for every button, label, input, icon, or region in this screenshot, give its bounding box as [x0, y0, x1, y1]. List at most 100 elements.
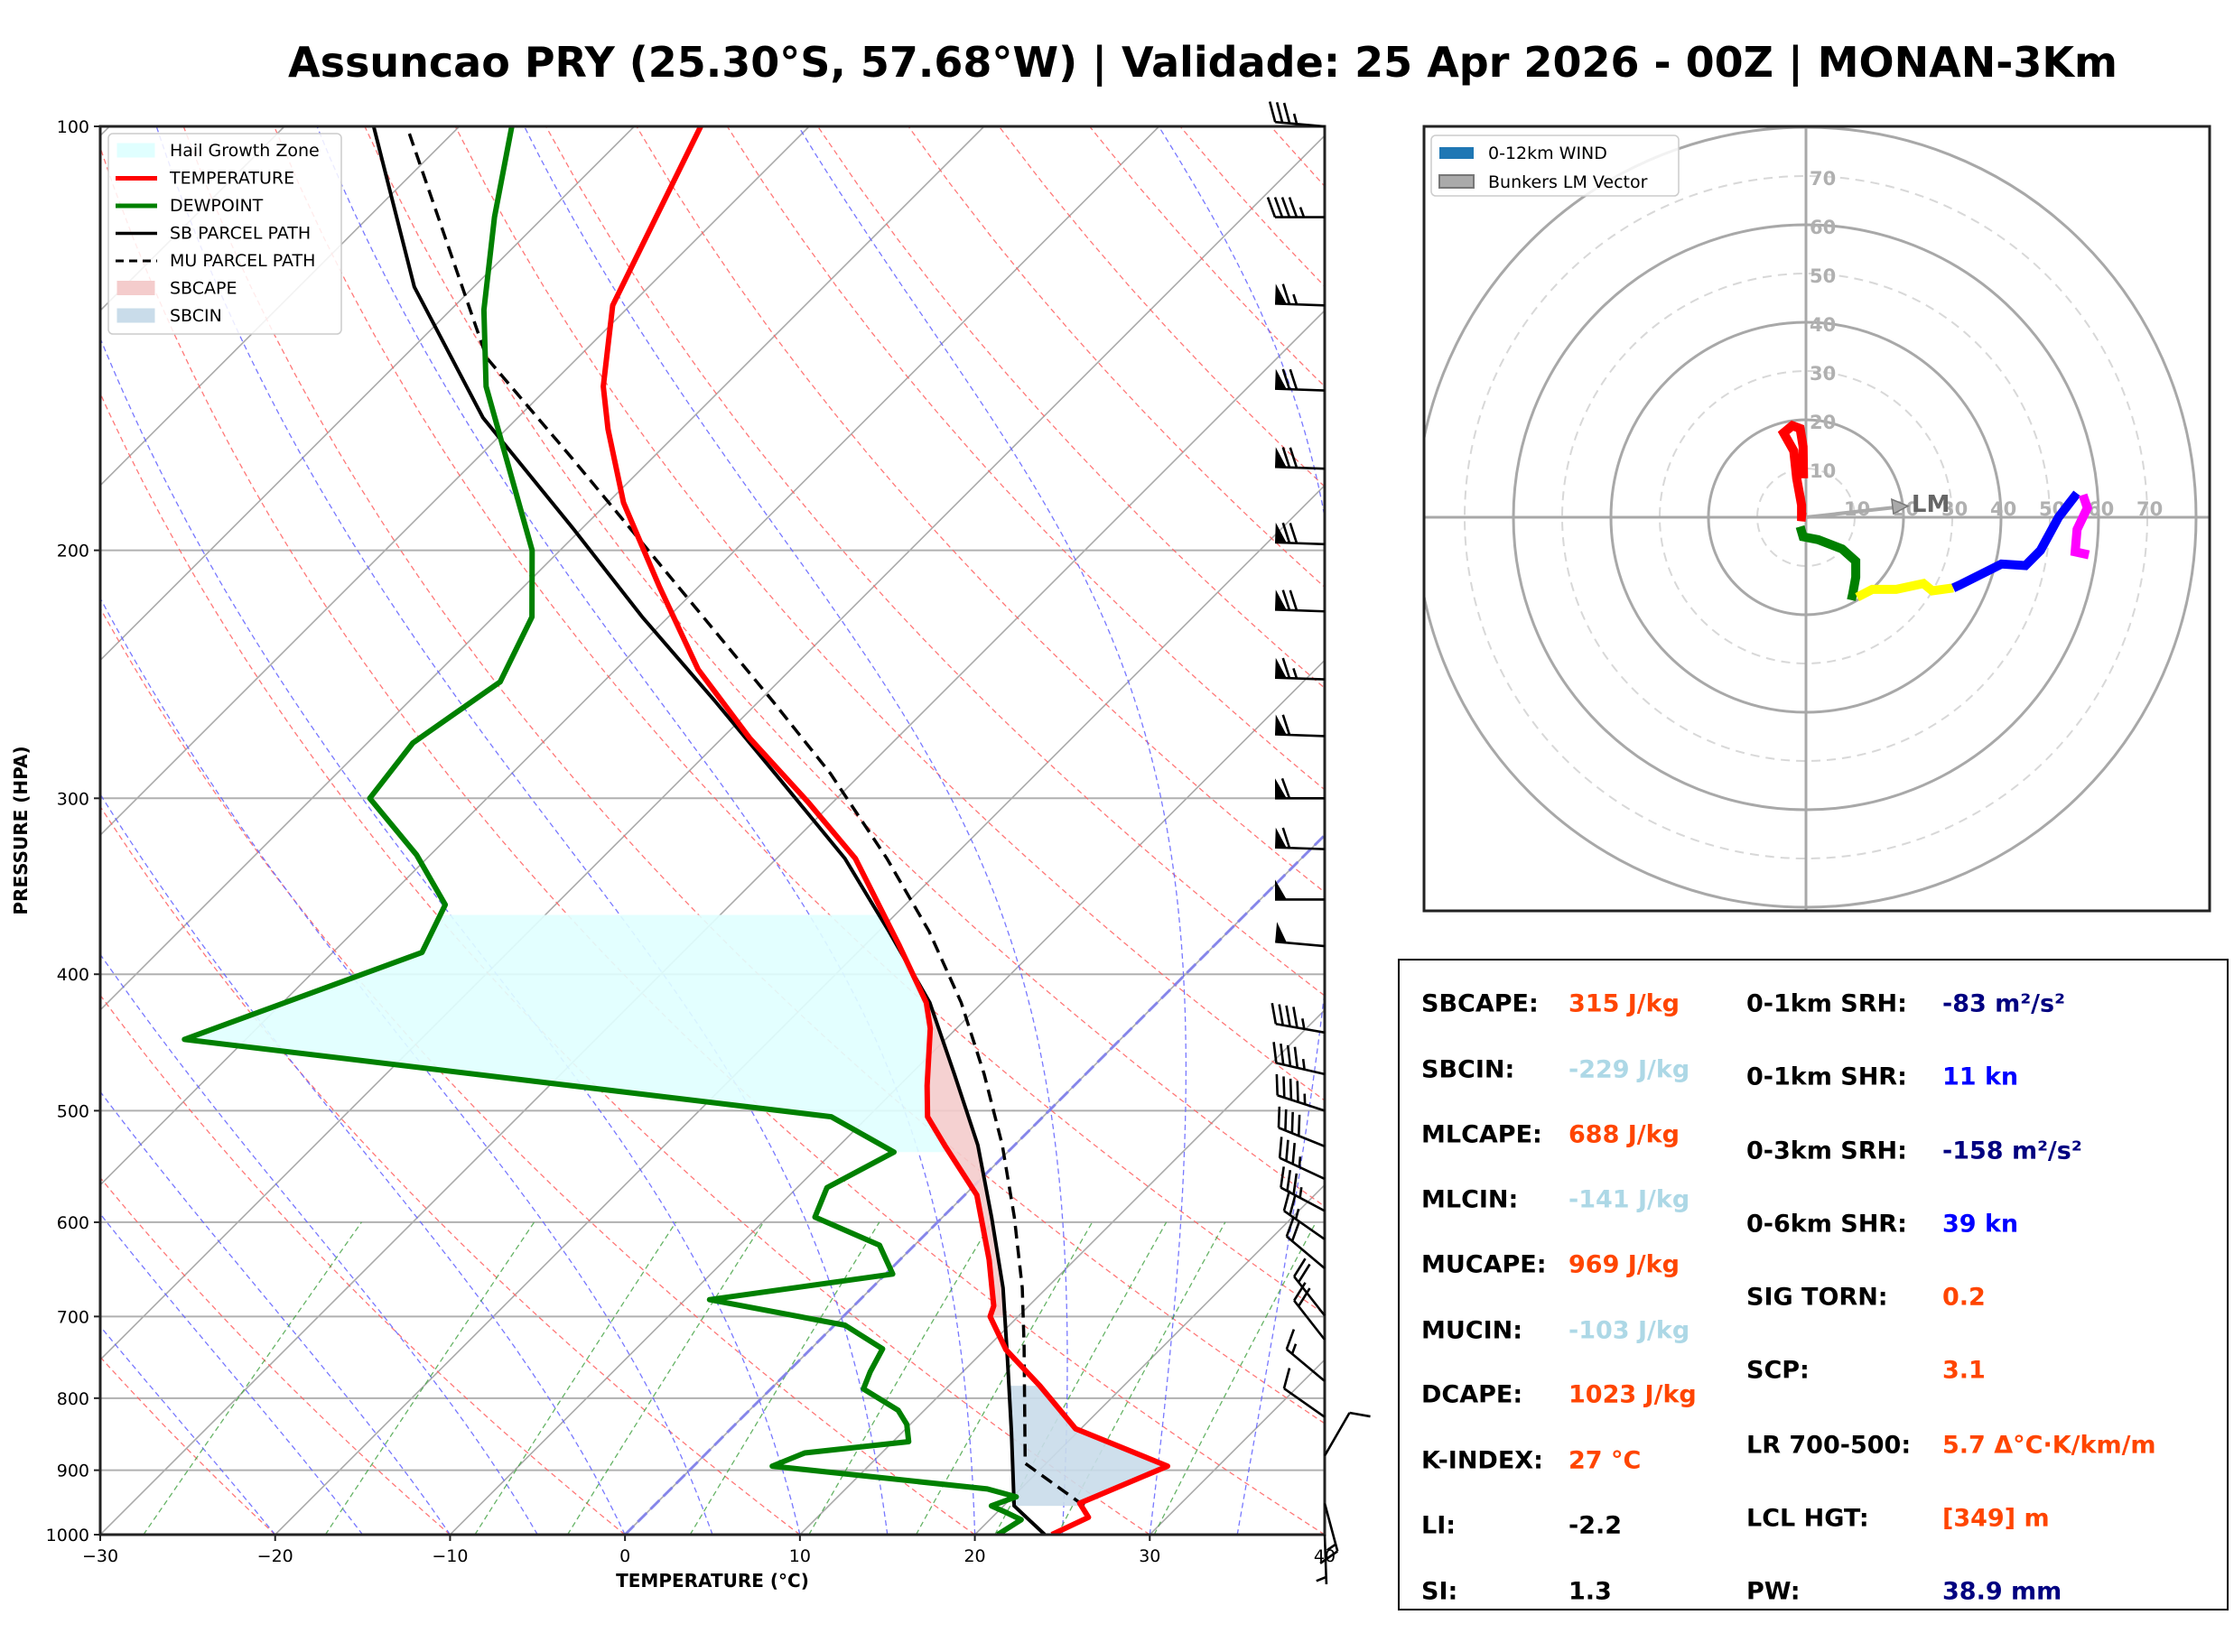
x-tick-label: −10	[432, 1546, 468, 1566]
right-stat-value: -158 m²/s²	[1942, 1137, 2082, 1165]
y-tick-label: 600	[57, 1213, 89, 1233]
wind-barb-full	[1293, 1046, 1299, 1069]
wind-barb-flag	[1275, 714, 1287, 735]
wind-barb-full	[1278, 1137, 1283, 1158]
right-stat-label: LR 700-500:	[1746, 1431, 1912, 1460]
dry-adiabat-line	[100, 1176, 451, 1535]
wind-barb	[1278, 1137, 1326, 1181]
wind-barb	[1293, 1282, 1326, 1341]
wind-barb-full	[1271, 1002, 1278, 1025]
moist-adiabat-line	[100, 337, 801, 1535]
wind-barb-full	[1293, 1282, 1307, 1302]
x-tick-label: −30	[82, 1546, 118, 1566]
mixing-ratio-line	[474, 1221, 677, 1535]
wind-barb-half	[1294, 1208, 1300, 1220]
hodograph-frame	[1422, 125, 2211, 913]
right-stat-value: [349] m	[1942, 1504, 2050, 1533]
hodograph-v-label: 30	[1810, 363, 1836, 385]
left-stat-value: 27 °C	[1568, 1446, 1642, 1475]
wind-barb-full	[1290, 1111, 1294, 1134]
y-tick-label: 100	[57, 117, 89, 137]
moist-adiabat-line	[100, 1212, 364, 1535]
wind-barb	[1280, 1166, 1326, 1212]
x-tick-label: −20	[257, 1546, 293, 1566]
wind-barb-full	[1288, 197, 1299, 218]
hodograph-segment-3	[1855, 579, 1954, 602]
wind-barb-full	[1282, 1076, 1286, 1098]
wind-barb-full	[1272, 1042, 1278, 1063]
wind-barb-full	[1319, 1550, 1338, 1564]
dry-adiabat-line	[100, 145, 1325, 1535]
wind-barb-full	[1282, 102, 1291, 124]
wind-barb	[1282, 1368, 1326, 1418]
wind-barb-full	[1275, 101, 1284, 124]
wind-barb-full	[1281, 827, 1291, 849]
wind-barb-full	[1289, 523, 1299, 544]
right-stat-label: 0-1km SRH:	[1746, 989, 1907, 1018]
left-stat-value: 969 J/kg	[1568, 1250, 1680, 1279]
isotherm-line	[100, 126, 985, 1011]
wind-barb-full	[1280, 1166, 1285, 1188]
legend-swatch-lm	[1438, 174, 1475, 189]
legend-swatch-sbcape	[116, 281, 155, 295]
wind-barb-full	[1282, 1190, 1291, 1211]
wind-barb-staff	[1274, 541, 1326, 546]
isotherm-line	[974, 1183, 1325, 1535]
isotherm-line	[100, 126, 461, 487]
wind-barb-staff	[1293, 1299, 1326, 1341]
wind-barb-half	[1326, 1543, 1336, 1552]
wind-barb	[1275, 777, 1325, 800]
hodograph-v-label: 10	[1810, 460, 1836, 482]
wind-barb-half	[1290, 1343, 1298, 1355]
mu-parcel-path-line	[405, 126, 1085, 1508]
dry-adiabat-line	[100, 805, 801, 1535]
right-stat-value: 3.1	[1942, 1356, 1986, 1385]
wind-barb-full	[1281, 714, 1291, 736]
wind-barb-flag	[1275, 589, 1287, 610]
left-stat-label: SBCAPE:	[1421, 989, 1539, 1018]
wind-barb-staff	[1323, 1534, 1328, 1585]
left-stat-label: MUCAPE:	[1421, 1250, 1547, 1279]
hodograph-segment-4	[1951, 490, 2081, 592]
wind-barb-half	[1292, 113, 1299, 125]
mixing-ratio-line	[143, 1221, 362, 1535]
wind-barb-full	[1280, 1043, 1285, 1065]
wind-barb	[1274, 283, 1326, 307]
hodograph-v-label: 40	[1810, 314, 1836, 336]
wind-barb-full	[1280, 197, 1291, 218]
x-tick-label: 20	[963, 1546, 985, 1566]
dry-adiabat-line	[636, 126, 1325, 894]
dry-adiabat-line	[182, 126, 1325, 1425]
right-stat-label: PW:	[1746, 1577, 1801, 1606]
wind-barb-half	[1301, 1018, 1306, 1030]
right-stat-label: 0-1km SHR:	[1746, 1063, 1907, 1091]
left-stat-value: 688 J/kg	[1568, 1120, 1680, 1149]
sbcape-fill	[926, 1004, 1005, 1317]
wind-barb-half	[1292, 293, 1299, 305]
legend-label-mu-parcel: MU PARCEL PATH	[170, 251, 315, 271]
wind-barbs	[1266, 101, 1371, 1585]
y-tick-label: 700	[57, 1307, 89, 1327]
hodograph-u-label: 40	[1990, 498, 2016, 520]
isotherm-line	[100, 126, 810, 837]
hodograph-v-label: 70	[1810, 168, 1836, 190]
x-tick-label: 10	[789, 1546, 811, 1566]
wind-barb-full	[1273, 197, 1284, 218]
left-stat-label: SBCIN:	[1421, 1055, 1515, 1084]
legend-label-sbcape: SBCAPE	[170, 279, 237, 299]
wind-barb	[1274, 368, 1326, 392]
wind-barb	[1271, 1002, 1326, 1035]
left-stat-label: MLCAPE:	[1421, 1120, 1542, 1149]
wind-barb-staff	[1323, 1502, 1339, 1552]
wind-barb-full	[1297, 1287, 1311, 1307]
moist-adiabat-line	[100, 597, 713, 1535]
wind-barb	[1274, 827, 1326, 850]
wind-barb-full	[1289, 1193, 1297, 1216]
right-stat-label: SIG TORN:	[1746, 1283, 1888, 1312]
moist-adiabat-line	[316, 126, 976, 1535]
wind-barb-full	[1289, 447, 1299, 469]
wind-barb-full	[1285, 1329, 1296, 1350]
wind-barb-full	[1281, 589, 1291, 611]
